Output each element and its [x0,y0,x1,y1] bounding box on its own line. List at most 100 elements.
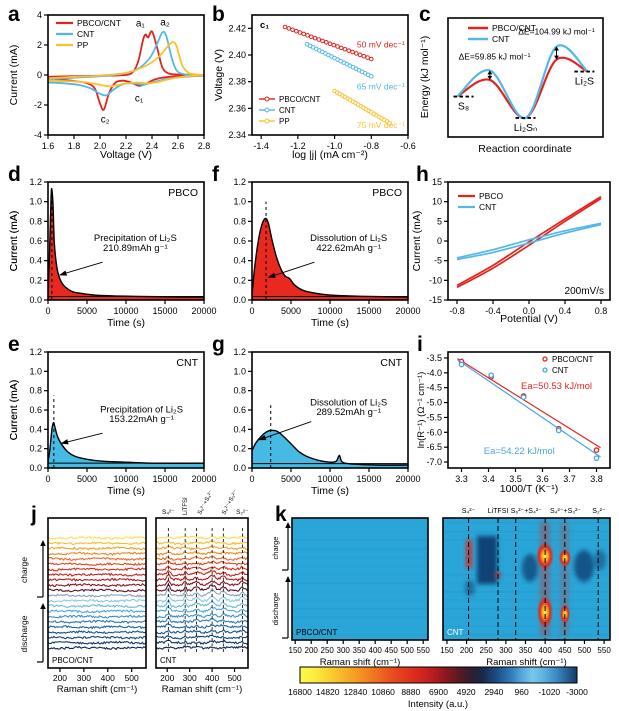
panel-k-label: k [275,503,287,526]
svg-text:-15: -15 [429,295,442,305]
svg-text:0.8: 0.8 [29,386,42,396]
svg-text:10: 10 [432,197,442,207]
svg-text:Raman shift (cm⁻¹): Raman shift (cm⁻¹) [162,684,243,695]
svg-text:210.89mAh g⁻¹: 210.89mAh g⁻¹ [103,243,168,254]
svg-text:300: 300 [499,646,513,655]
svg-text:3.5: 3.5 [509,474,522,484]
svg-text:Current (mA): Current (mA) [411,211,423,272]
svg-text:3.7: 3.7 [563,474,576,484]
svg-text:S₄²⁻+S₃²⁻: S₄²⁻+S₃²⁻ [550,508,581,515]
svg-text:-4.5: -4.5 [426,383,442,393]
svg-text:Potential (V): Potential (V) [500,313,558,325]
svg-text:0.0: 0.0 [233,463,246,473]
panel-f-label: f [212,163,219,186]
svg-text:Energy (kJ mol⁻¹): Energy (kJ mol⁻¹) [419,36,431,119]
panel-c-label: c [419,3,431,26]
svg-text:-0.8: -0.8 [364,141,380,151]
svg-text:1.6: 1.6 [42,141,55,151]
svg-text:500: 500 [227,673,241,683]
svg-text:PBCO/CNT: PBCO/CNT [77,18,121,28]
svg-text:0.4: 0.4 [233,424,246,434]
svg-text:400: 400 [538,646,552,655]
svg-text:200: 200 [160,673,174,683]
svg-text:log |j| (mA cm⁻²): log |j| (mA cm⁻²) [292,149,368,161]
svg-text:0.6: 0.6 [29,405,42,415]
svg-text:PP: PP [279,117,290,126]
svg-text:1.2: 1.2 [29,347,42,357]
svg-text:550: 550 [417,646,431,655]
svg-text:CNT: CNT [380,357,402,369]
svg-text:5: 5 [437,216,442,226]
svg-text:150: 150 [289,646,303,655]
svg-text:PBCO/CNT: PBCO/CNT [492,23,536,33]
svg-text:Ea=50.53 kJ/mol: Ea=50.53 kJ/mol [521,381,592,392]
svg-text:-7.0: -7.0 [426,457,442,467]
svg-text:5000: 5000 [281,474,301,484]
svg-text:S₄²⁻: S₄²⁻ [462,508,476,515]
svg-text:2940: 2940 [484,687,503,697]
svg-text:PP: PP [77,40,89,50]
svg-text:0.8: 0.8 [233,386,246,396]
svg-text:0: 0 [437,236,442,246]
svg-text:75 mV dec⁻¹: 75 mV dec⁻¹ [357,120,405,130]
svg-text:300: 300 [183,673,197,683]
svg-text:2.36: 2.36 [228,103,246,113]
svg-text:6900: 6900 [429,687,448,697]
svg-text:3.4: 3.4 [482,474,495,484]
svg-text:5000: 5000 [77,306,97,316]
svg-text:20000: 20000 [191,306,216,316]
svg-text:Li₂S: Li₂S [575,76,594,88]
svg-text:1.0: 1.0 [233,366,246,376]
svg-text:Current (mA): Current (mA) [8,45,20,106]
svg-text:150: 150 [440,646,454,655]
svg-text:PBCO: PBCO [168,187,198,199]
svg-text:S₈: S₈ [458,101,469,113]
svg-text:153.22mAh g⁻¹: 153.22mAh g⁻¹ [109,414,174,425]
panel-d-label: d [8,163,21,186]
svg-text:Intensity (a.u.): Intensity (a.u.) [408,699,468,710]
svg-text:3.3: 3.3 [455,474,468,484]
svg-text:500: 500 [125,673,139,683]
svg-text:400: 400 [101,673,115,683]
svg-text:0.0: 0.0 [233,295,246,305]
svg-text:0: 0 [37,70,42,80]
svg-text:-5.0: -5.0 [426,398,442,408]
svg-text:CNT: CNT [492,34,509,44]
svg-text:Ea=54.22 kJ/mol: Ea=54.22 kJ/mol [484,446,555,457]
svg-text:PBCO/CNT: PBCO/CNT [52,656,93,665]
svg-text:2.42: 2.42 [228,23,246,33]
svg-text:350: 350 [353,646,367,655]
svg-text:-2: -2 [34,100,42,110]
svg-text:Time (s): Time (s) [107,317,145,329]
svg-text:Current (mA): Current (mA) [8,211,20,272]
svg-text:Current (mA): Current (mA) [8,380,20,441]
svg-text:0: 0 [45,306,50,316]
svg-text:1.2: 1.2 [233,177,246,187]
svg-text:5000: 5000 [281,306,301,316]
panel-i-label: i [417,333,423,356]
svg-text:0: 0 [249,474,254,484]
svg-text:charge: charge [19,557,29,583]
svg-text:S₆²⁻+S₄²⁻: S₆²⁻+S₄²⁻ [511,508,542,515]
svg-text:20000: 20000 [395,474,420,484]
svg-text:-3.5: -3.5 [426,353,442,363]
svg-text:PBCO/CNT: PBCO/CNT [552,355,593,364]
svg-text:CNT: CNT [479,202,496,212]
svg-text:0.8: 0.8 [595,306,608,316]
svg-text:0.0: 0.0 [29,295,42,305]
svg-text:-5.5: -5.5 [426,412,442,422]
svg-text:-4.0: -4.0 [426,368,442,378]
panel-j-label: j [31,503,37,526]
svg-text:0.6: 0.6 [233,236,246,246]
svg-text:0.2: 0.2 [233,444,246,454]
svg-text:discharge: discharge [271,593,280,626]
svg-text:0.4: 0.4 [559,306,572,316]
svg-text:c₁: c₁ [135,93,144,104]
svg-text:charge: charge [271,537,280,560]
svg-text:2.40: 2.40 [228,50,246,60]
svg-text:-0.8: -0.8 [449,306,465,316]
svg-text:-1.4: -1.4 [253,141,269,151]
svg-text:450: 450 [385,646,399,655]
svg-text:Voltage (V): Voltage (V) [213,49,225,101]
svg-text:15000: 15000 [356,306,381,316]
